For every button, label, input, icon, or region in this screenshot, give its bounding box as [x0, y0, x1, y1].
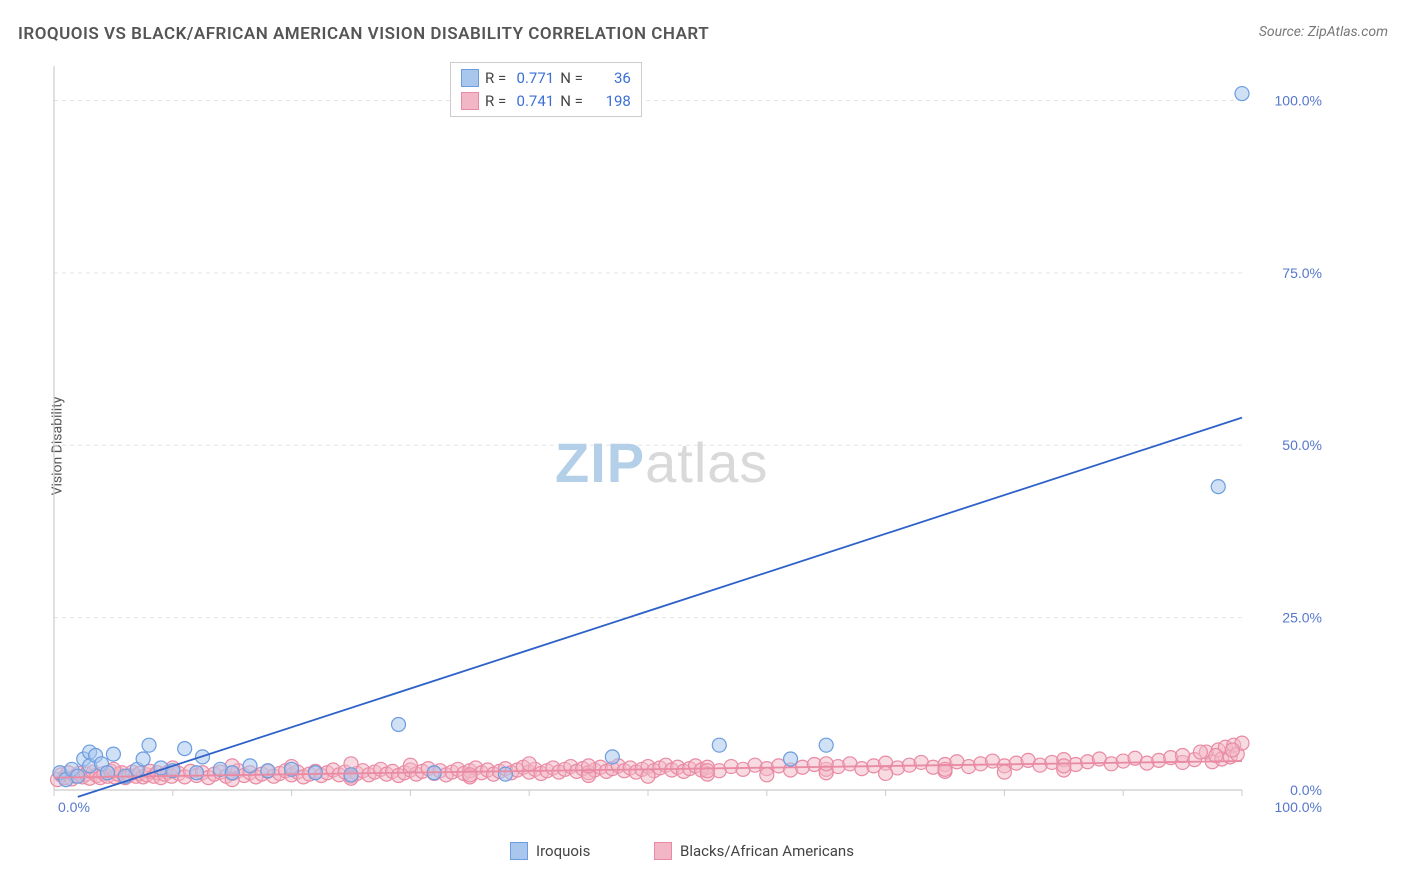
- legend-swatch: [510, 842, 528, 860]
- chart-title: IROQUOIS VS BLACK/AFRICAN AMERICAN VISIO…: [18, 24, 709, 44]
- chart-plot-area: 0.0%25.0%50.0%75.0%100.0%0.0%100.0%: [48, 60, 1328, 820]
- n-value: 36: [589, 67, 631, 90]
- r-value: 0.741: [512, 90, 554, 113]
- series-swatch: [461, 92, 479, 110]
- svg-text:50.0%: 50.0%: [1282, 437, 1322, 453]
- stats-row: R = 0.741 N = 198: [461, 90, 631, 113]
- legend-label: Blacks/African Americans: [680, 842, 854, 860]
- svg-text:100.0%: 100.0%: [1275, 799, 1322, 815]
- correlation-stats-box: R = 0.771 N = 36 R = 0.741 N = 198: [450, 62, 642, 117]
- legend-item: Iroquois: [510, 842, 590, 860]
- scatter-chart: 0.0%25.0%50.0%75.0%100.0%0.0%100.0%: [48, 60, 1328, 820]
- svg-text:75.0%: 75.0%: [1282, 265, 1322, 281]
- legend-item: Blacks/African Americans: [654, 842, 854, 860]
- stats-row: R = 0.771 N = 36: [461, 67, 631, 90]
- source-attribution: Source: ZipAtlas.com: [1259, 24, 1388, 40]
- svg-text:25.0%: 25.0%: [1282, 610, 1322, 626]
- svg-text:100.0%: 100.0%: [1275, 92, 1322, 108]
- r-value: 0.771: [512, 67, 554, 90]
- svg-text:0.0%: 0.0%: [58, 799, 90, 815]
- series-swatch: [461, 69, 479, 87]
- legend-label: Iroquois: [536, 842, 590, 860]
- n-value: 198: [589, 90, 631, 113]
- legend-swatch: [654, 842, 672, 860]
- svg-text:0.0%: 0.0%: [1290, 782, 1322, 798]
